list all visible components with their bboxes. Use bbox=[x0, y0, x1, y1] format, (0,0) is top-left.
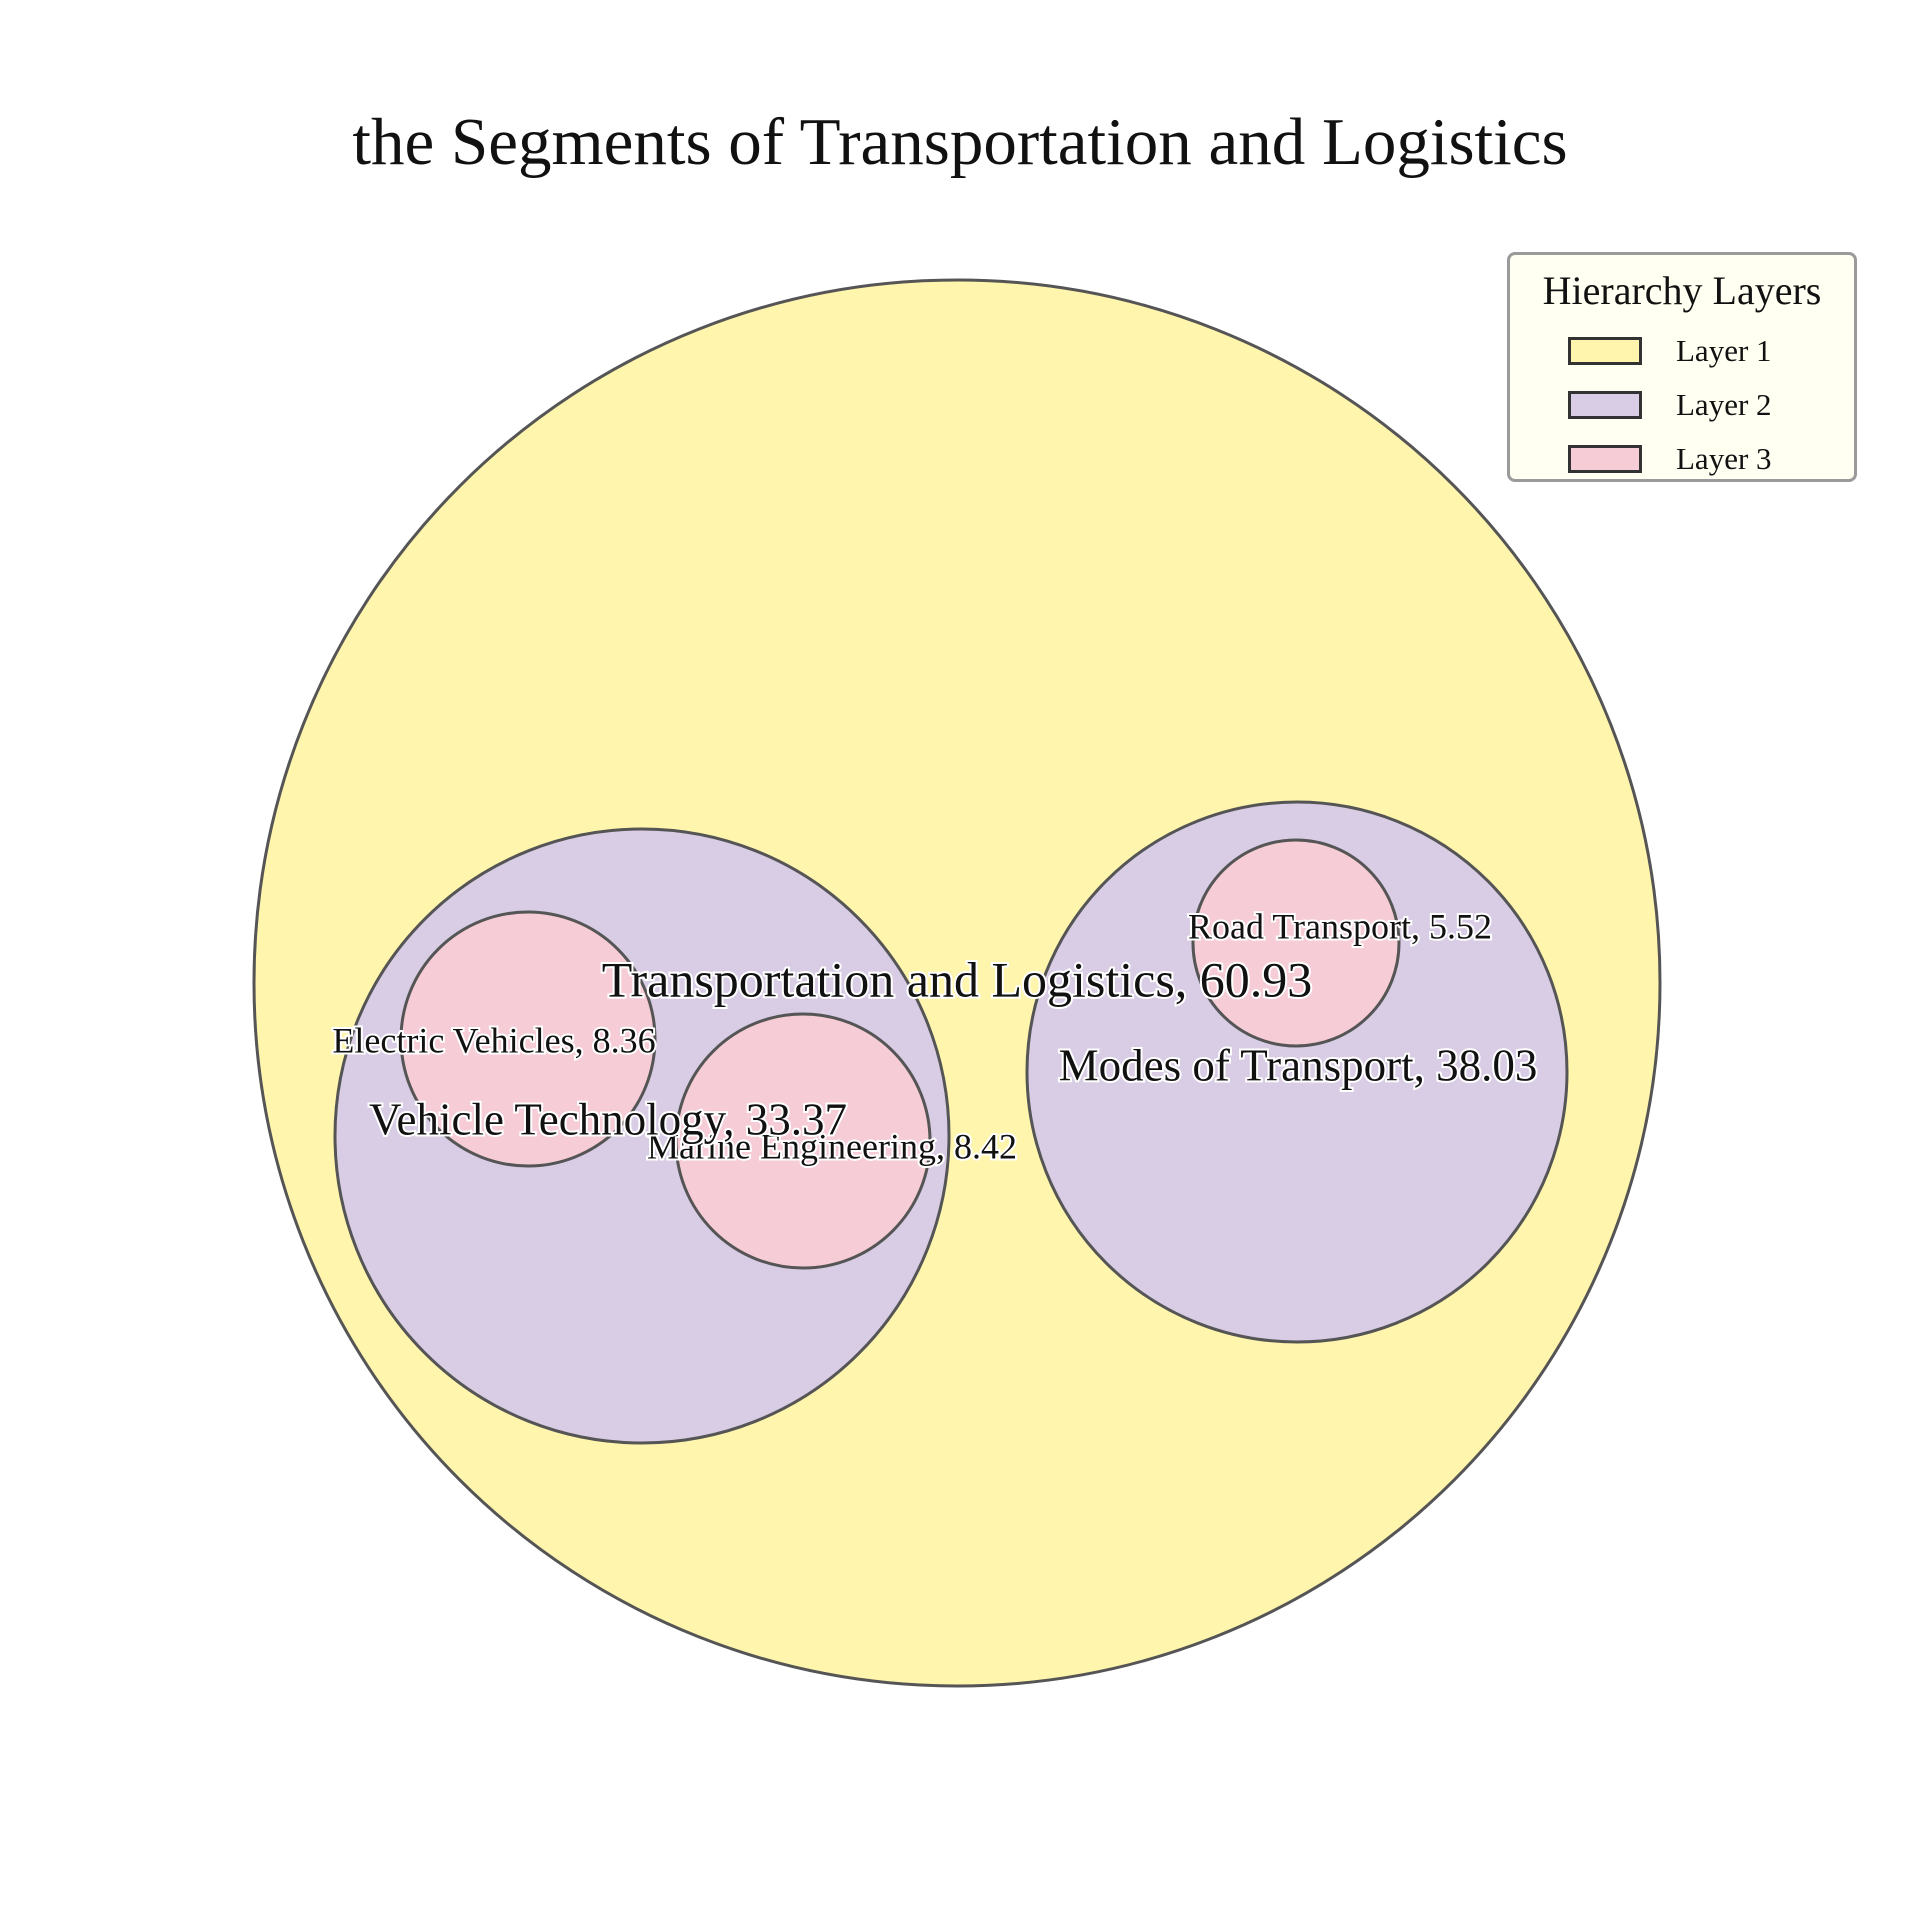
legend: Hierarchy Layers Layer 1 Layer 2 Layer 3 bbox=[1507, 252, 1857, 482]
label-electric-vehicles: Electric Vehicles, 8.36 bbox=[332, 1020, 655, 1060]
legend-item-layer-3: Layer 3 bbox=[1568, 439, 1772, 479]
circle-road-transport bbox=[1191, 838, 1401, 1048]
legend-title: Hierarchy Layers bbox=[1542, 268, 1822, 313]
legend-label-layer-3: Layer 3 bbox=[1676, 441, 1772, 476]
label-modes-of-transport: Modes of Transport, 38.03 bbox=[1059, 1040, 1538, 1090]
circle-layer bbox=[252, 278, 1662, 1688]
legend-label-layer-2: Layer 2 bbox=[1676, 387, 1772, 422]
label-transportation-and-logistics: Transportation and Logistics, 60.93 bbox=[602, 951, 1313, 1007]
circle-marine-engineering bbox=[674, 1012, 932, 1270]
label-road-transport: Road Transport, 5.52 bbox=[1188, 906, 1492, 946]
legend-swatch-layer-2 bbox=[1568, 391, 1642, 419]
legend-item-layer-2: Layer 2 bbox=[1568, 385, 1772, 425]
label-layer: Electric Vehicles, 8.36 Marine Engineerin… bbox=[330, 904, 1539, 1168]
circle-electric-vehicles bbox=[399, 910, 657, 1168]
legend-label-layer-1: Layer 1 bbox=[1676, 333, 1772, 368]
circle-modes-of-transport bbox=[1025, 800, 1569, 1344]
legend-swatch-layer-1 bbox=[1568, 337, 1642, 365]
legend-item-layer-1: Layer 1 bbox=[1568, 331, 1772, 371]
chart-title: the Segments of Transportation and Logis… bbox=[352, 105, 1568, 179]
label-vehicle-technology: Vehicle Technology, 33.37 bbox=[369, 1094, 847, 1144]
label-marine-engineering: Marine Engineering, 8.42 bbox=[647, 1126, 1017, 1166]
legend-swatch-layer-3 bbox=[1568, 445, 1642, 473]
